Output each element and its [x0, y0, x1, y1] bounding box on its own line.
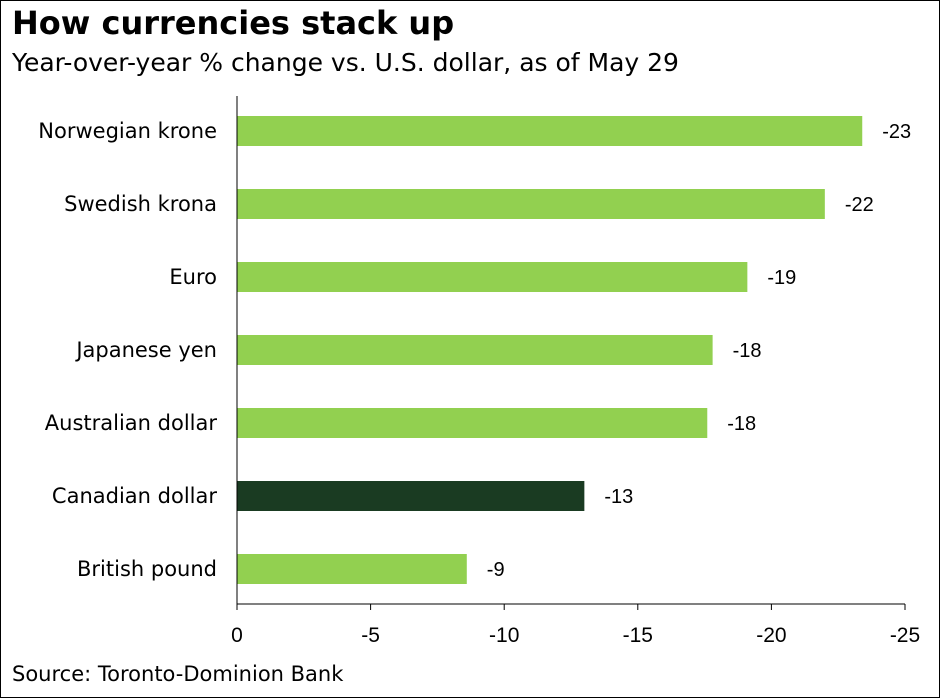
category-label-norwegian-krone: Norwegian krone: [38, 119, 217, 143]
x-tick-label: -5: [361, 624, 380, 647]
value-label-euro: -19: [767, 267, 796, 289]
bar-swedish-krona: [237, 189, 825, 219]
category-label-british-pound: British pound: [77, 557, 217, 581]
x-tick-label: 0: [231, 624, 243, 647]
x-tick-label: -20: [756, 624, 786, 647]
value-label-australian-dollar: -18: [727, 413, 756, 435]
value-label-canadian-dollar: -13: [604, 486, 633, 508]
category-label-japanese-yen: Japanese yen: [74, 338, 217, 362]
x-tick-label: -25: [890, 624, 920, 647]
category-label-canadian-dollar: Canadian dollar: [52, 484, 217, 508]
chart-subtitle: Year-over-year % change vs. U.S. dollar,…: [12, 48, 679, 77]
x-tick-label: -15: [623, 624, 653, 647]
bar-british-pound: [237, 554, 467, 584]
chart-source: Source: Toronto-Dominion Bank: [12, 662, 344, 686]
value-label-norwegian-krone: -23: [882, 121, 911, 143]
bar-australian-dollar: [237, 408, 708, 438]
category-label-euro: Euro: [169, 265, 217, 289]
category-label-australian-dollar: Australian dollar: [45, 411, 218, 435]
value-label-japanese-yen: -18: [733, 340, 762, 362]
bar-norwegian-krone: [237, 116, 863, 146]
value-label-british-pound: -9: [487, 559, 505, 581]
bar-euro: [237, 262, 748, 292]
bar-japanese-yen: [237, 335, 713, 365]
value-label-swedish-krona: -22: [845, 194, 874, 216]
category-label-swedish-krona: Swedish krona: [64, 192, 217, 216]
bar-canadian-dollar: [237, 481, 585, 511]
x-tick-label: -10: [489, 624, 519, 647]
chart-title: How currencies stack up: [12, 4, 455, 42]
